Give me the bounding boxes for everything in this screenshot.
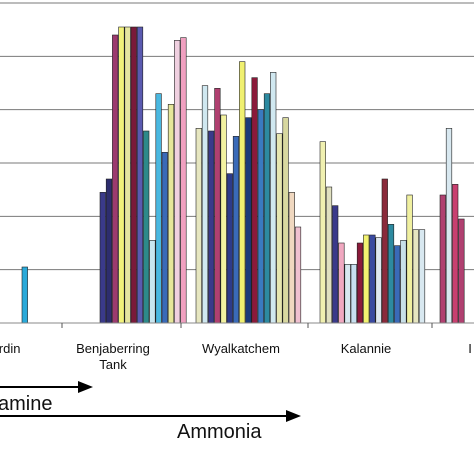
bar-group [195, 61, 302, 324]
bar [214, 88, 221, 324]
bar [350, 264, 357, 324]
amine-arrow-head [78, 381, 93, 393]
category-label: I [468, 341, 472, 356]
bar [201, 85, 209, 324]
bar [155, 93, 162, 324]
bar [332, 205, 339, 324]
bar [112, 34, 119, 324]
bar [21, 266, 28, 324]
bar [344, 264, 351, 324]
bar [288, 192, 295, 324]
bar [381, 178, 388, 324]
bar [180, 37, 187, 324]
bar [130, 26, 137, 324]
bar [251, 77, 258, 324]
bar [105, 178, 113, 324]
bar [319, 141, 326, 324]
bar [232, 136, 240, 324]
ammonia-arrow-label: Ammonia [177, 421, 262, 443]
bar [452, 184, 459, 324]
bar [356, 242, 364, 324]
bar [270, 72, 277, 324]
category-label: Benjaberring Tank [76, 341, 150, 372]
bar [294, 226, 302, 324]
bar [394, 245, 401, 324]
bar [208, 130, 215, 324]
bar [195, 128, 202, 324]
bars [21, 26, 465, 324]
bar [445, 128, 453, 324]
category-label: Kalannie [341, 341, 392, 356]
bar [161, 152, 168, 324]
bar [245, 117, 252, 324]
bar [338, 242, 345, 324]
bar-group [439, 128, 465, 324]
bar [124, 26, 131, 324]
bar [369, 234, 376, 324]
bar [143, 130, 150, 324]
bar [276, 133, 283, 324]
bar [149, 240, 156, 324]
bar-group [319, 141, 426, 324]
bar [226, 173, 233, 324]
bar [400, 240, 407, 324]
bar [325, 186, 333, 324]
bar [412, 229, 419, 324]
bar-group [21, 266, 28, 324]
bar [375, 237, 382, 324]
bar [387, 224, 395, 324]
bar-group [99, 26, 187, 324]
bar [167, 104, 175, 324]
x-ticks [61, 323, 433, 328]
bar [257, 109, 264, 324]
bar [220, 114, 227, 324]
category-label: Wyalkatchem [202, 341, 280, 356]
bar [418, 229, 426, 324]
amine-annotation: amine [0, 381, 93, 415]
bar [99, 192, 106, 324]
bar [174, 40, 181, 324]
category-label: erdin [0, 341, 20, 356]
bar [118, 26, 125, 324]
bar [363, 234, 370, 324]
bar [263, 93, 271, 324]
amine-arrow-label: amine [0, 393, 52, 415]
bar [439, 194, 446, 324]
bar [406, 194, 413, 324]
ammonia-annotation: Ammonia [0, 410, 301, 443]
bar [282, 117, 289, 324]
bar [136, 26, 144, 324]
bar [239, 61, 246, 324]
bar [458, 218, 465, 324]
ammonia-arrow-head [286, 410, 301, 422]
